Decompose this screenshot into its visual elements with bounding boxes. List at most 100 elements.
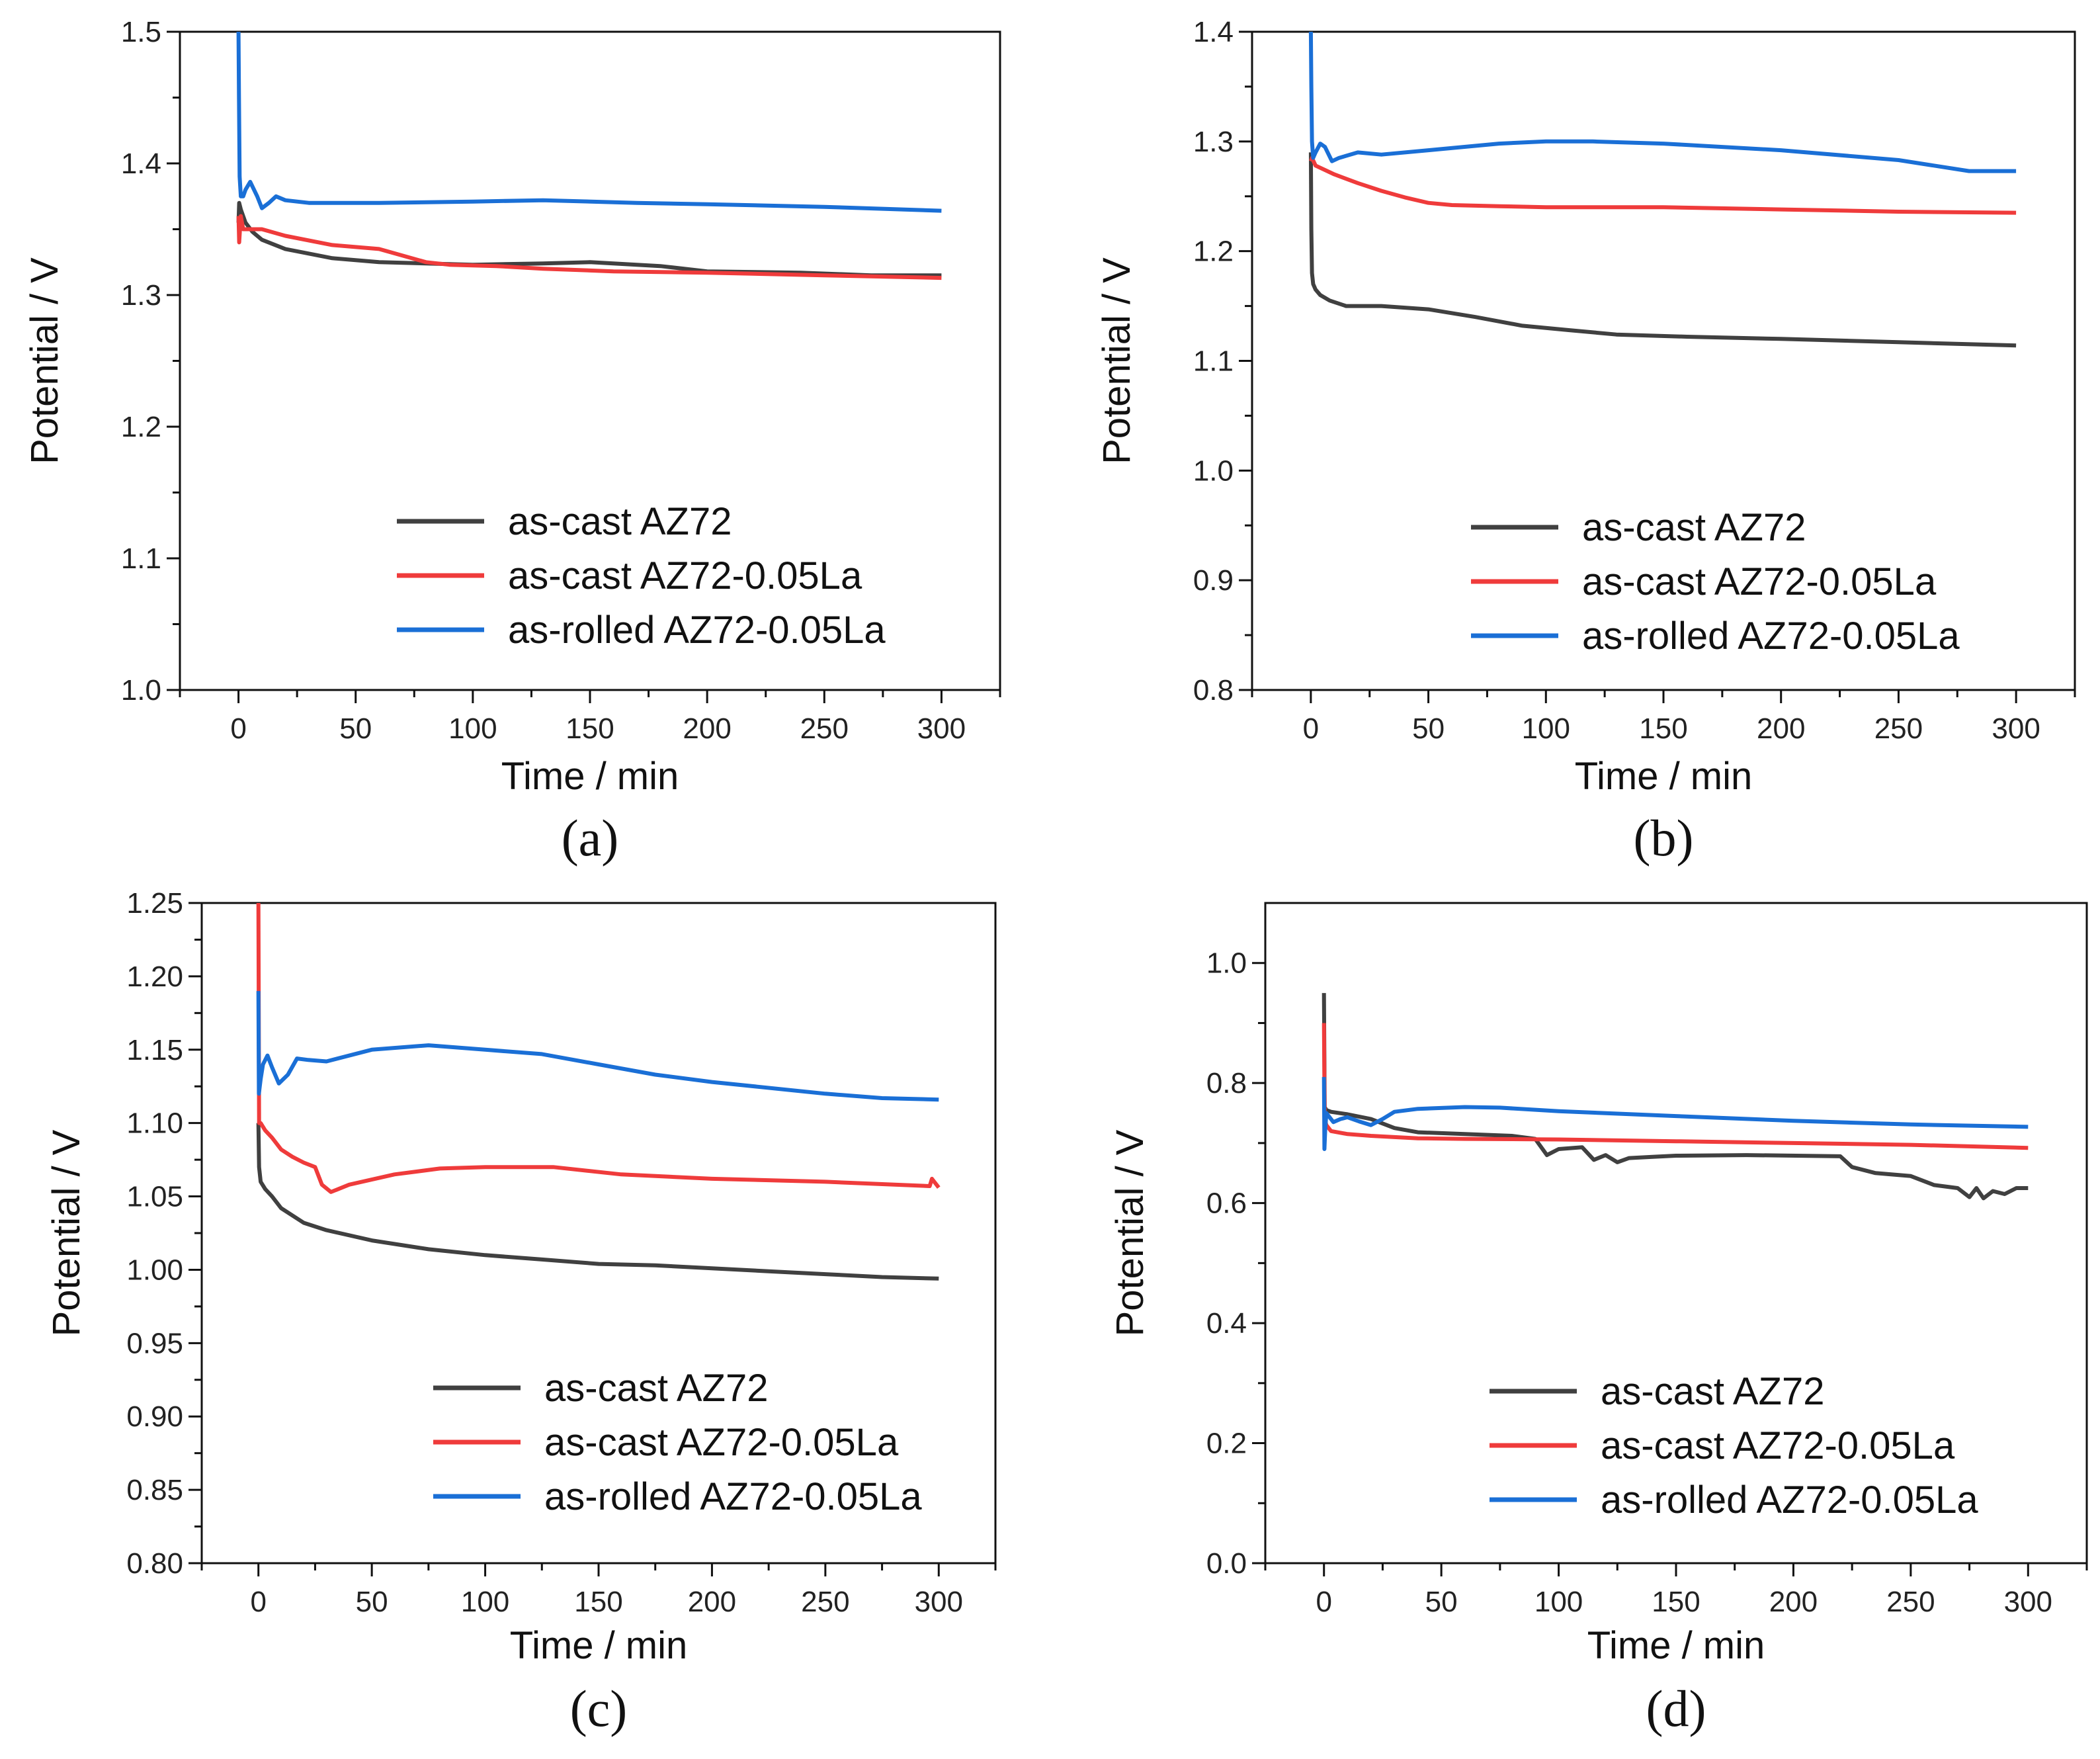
series-line-as-cast-az72-la [1322,1023,2029,1150]
chart-panel-d: 0 50 100 150 200 250 300 0.0 0.2 0.4 0.6 0.8 1.0 Time… [1109,902,2088,1737]
chart-panel-b: 0 50 100 150 200 250 300 0.8 0.9 1.0 1.1 1.2 1.3 1.4 T… [1095,16,2076,867]
y-tick-label: 1.0 [121,674,161,707]
series-line-as-cast-az72 [256,1123,939,1281]
x-tick-label: 250 [1874,712,1923,745]
panel-caption: (c) [570,1680,628,1737]
x-tick-label: 250 [800,712,849,745]
series-line-as-rolled-az72-la [1322,1077,2029,1151]
y-tick-label: 1.2 [121,411,161,443]
x-tick-label: 200 [1769,1586,1818,1618]
x-axis-title: Time / min [1575,755,1753,798]
plot-frame [200,902,997,1565]
x-tick-label: 150 [1639,712,1687,745]
chart-panel-a: 0 50 100 150 200 250 300 1.0 1.1 1.2 1.3 1.4 1.5 Time… [23,16,1001,867]
x-tick-label: 200 [683,712,731,745]
y-tick-label: 1.3 [1193,126,1234,158]
y-tick-label: 0.95 [126,1327,183,1359]
panel-caption: (b) [1634,809,1694,867]
legend-label: as-cast AZ72-0.05La [508,554,862,597]
legend: as-cast AZ72 as-cast AZ72-0.05La as-rolled… [1490,1370,1978,1522]
y-tick-label: 1.4 [121,148,161,180]
legend-label: as-cast AZ72 [1582,506,1806,549]
y-axis-title: Potential / V [1109,1129,1152,1336]
y-tick-label: 1.20 [126,961,183,993]
y-tick-label: 1.1 [121,542,161,575]
legend: as-cast AZ72 as-cast AZ72-0.05La as-rolled… [433,1367,922,1518]
legend-label: as-cast AZ72 [1601,1370,1824,1413]
y-tick-label: 1.00 [126,1254,183,1286]
x-tick-label: 150 [1652,1586,1700,1618]
x-tick-label: 300 [2004,1586,2052,1618]
y-tick-label: 0.80 [126,1547,183,1580]
x-tick-label: 300 [1992,712,2040,745]
series-line-as-cast-az72-la [236,214,942,280]
y-tick-label: 1.4 [1193,16,1234,48]
legend-label: as-cast AZ72 [544,1367,768,1410]
legend: as-cast AZ72 as-cast AZ72-0.05La as-rolled… [397,500,886,652]
y-tick-label: 1.0 [1206,947,1247,980]
y-tick-label: 1.3 [121,279,161,312]
y-tick-label: 1.1 [1193,345,1234,378]
y-tick-label: 0.0 [1206,1547,1247,1580]
x-axis-title: Time / min [501,755,679,798]
x-tick-label: 0 [1316,1586,1331,1618]
legend-label: as-rolled AZ72-0.05La [1601,1479,1978,1522]
x-tick-label: 250 [1886,1586,1935,1618]
series-line-as-cast-az72 [1308,152,2017,348]
y-tick-label: 0.4 [1206,1307,1247,1340]
y-axis-title: Potential / V [45,1129,88,1336]
y-tick-label: 0.6 [1206,1187,1247,1220]
y-tick-label: 1.5 [121,16,161,48]
y-tick-label: 0.8 [1206,1067,1247,1099]
x-tick-label: 150 [566,712,614,745]
x-tick-label: 100 [1522,712,1570,745]
y-tick-label: 0.9 [1193,564,1234,597]
series-line-as-rolled-az72-la [236,32,942,213]
legend: as-cast AZ72 as-cast AZ72-0.05La as-rolled… [1471,506,1960,658]
x-tick-label: 0 [230,712,246,745]
series-line-as-cast-az72 [1322,993,2029,1201]
chart-panel-c: 0 50 100 150 200 250 300 0.80 0.85 0.90 0.95 1.00 1.… [45,887,997,1737]
legend-label: as-cast AZ72-0.05La [544,1421,899,1464]
panel-caption: (d) [1646,1680,1706,1737]
legend-label: as-rolled AZ72-0.05La [544,1475,922,1518]
panel-caption: (a) [562,809,619,867]
y-axis-title: Potential / V [1095,257,1138,464]
series-line-as-rolled-az72-la [256,991,939,1102]
y-tick-label: 1.15 [126,1034,183,1066]
legend-label: as-cast AZ72-0.05La [1601,1424,1955,1467]
legend-label: as-cast AZ72-0.05La [1582,560,1937,603]
x-axis-title: Time / min [1587,1624,1765,1667]
y-tick-label: 0.2 [1206,1428,1247,1460]
x-tick-label: 0 [250,1586,266,1618]
x-tick-label: 0 [1303,712,1319,745]
x-tick-label: 250 [801,1586,849,1618]
y-tick-label: 1.05 [126,1181,183,1213]
y-tick-label: 1.0 [1193,454,1234,487]
legend-label: as-cast AZ72 [508,500,732,543]
x-tick-label: 200 [688,1586,736,1618]
x-tick-label: 50 [339,712,372,745]
x-tick-label: 100 [461,1586,509,1618]
x-tick-label: 50 [356,1586,388,1618]
series-line-as-rolled-az72-la [1308,32,2017,173]
y-tick-label: 1.25 [126,887,183,920]
x-tick-label: 300 [915,1586,963,1618]
y-tick-label: 0.85 [126,1474,183,1506]
x-tick-label: 150 [574,1586,622,1618]
x-tick-label: 200 [1757,712,1805,745]
x-tick-label: 50 [1425,1586,1458,1618]
y-tick-label: 1.2 [1193,236,1234,268]
series-line-as-cast-az72-la [1309,155,2017,215]
legend-label: as-rolled AZ72-0.05La [508,609,886,652]
x-axis-title: Time / min [510,1624,688,1667]
y-tick-label: 1.10 [126,1107,183,1140]
x-tick-label: 300 [917,712,966,745]
y-axis-title: Potential / V [23,257,66,464]
legend-label: as-rolled AZ72-0.05La [1582,615,1960,658]
series-line-as-cast-az72-la [256,903,941,1194]
x-tick-label: 100 [448,712,497,745]
x-tick-label: 100 [1534,1586,1583,1618]
series-line-as-cast-az72 [236,200,942,278]
